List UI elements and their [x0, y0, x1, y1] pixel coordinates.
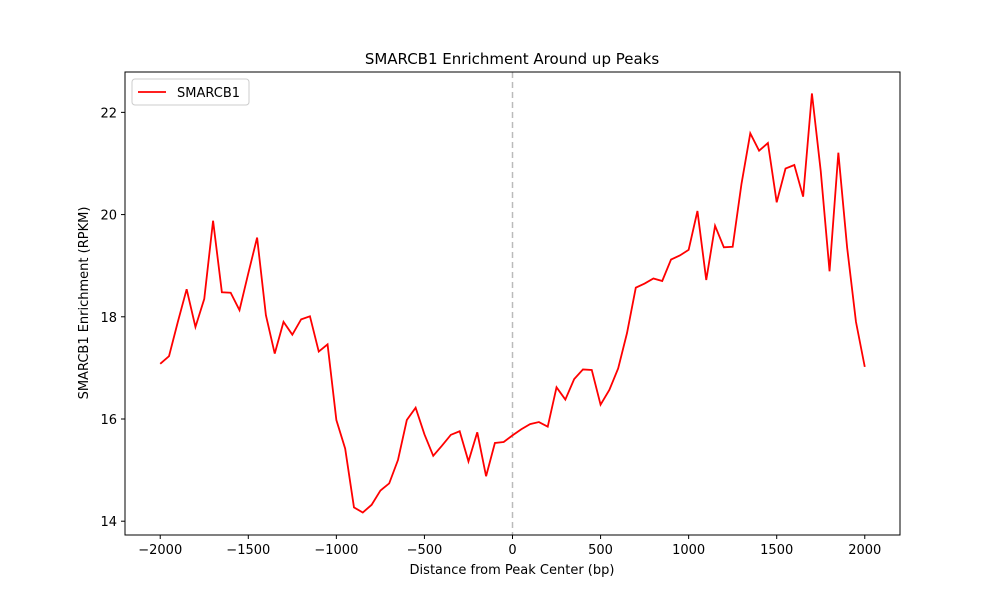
- x-tick-label: 2000: [848, 543, 881, 558]
- x-tick-label: −1000: [314, 543, 358, 558]
- plot-frame: [124, 71, 901, 536]
- x-tick-label: −500: [407, 543, 443, 558]
- y-axis-label: SMARCB1 Enrichment (RPKM): [77, 207, 92, 400]
- x-tick-label: −2000: [138, 543, 182, 558]
- y-tick-label: 22: [100, 106, 117, 121]
- legend-label: SMARCB1: [177, 86, 240, 101]
- x-tick-label: 0: [508, 543, 516, 558]
- legend-box: [131, 78, 250, 106]
- chart-title: SMARCB1 Enrichment Around up Peaks: [365, 50, 660, 68]
- x-tick-label: 1500: [760, 543, 793, 558]
- x-tick-label: 1000: [672, 543, 705, 558]
- y-tick-label: 18: [100, 311, 117, 326]
- x-tick-label: −1500: [226, 543, 270, 558]
- x-tick-label: 500: [588, 543, 613, 558]
- x-axis-label: Distance from Peak Center (bp): [410, 563, 615, 578]
- y-tick-label: 14: [100, 515, 117, 530]
- y-tick-label: 16: [100, 413, 117, 428]
- y-tick-label: 20: [100, 209, 117, 224]
- data-line: [159, 93, 866, 514]
